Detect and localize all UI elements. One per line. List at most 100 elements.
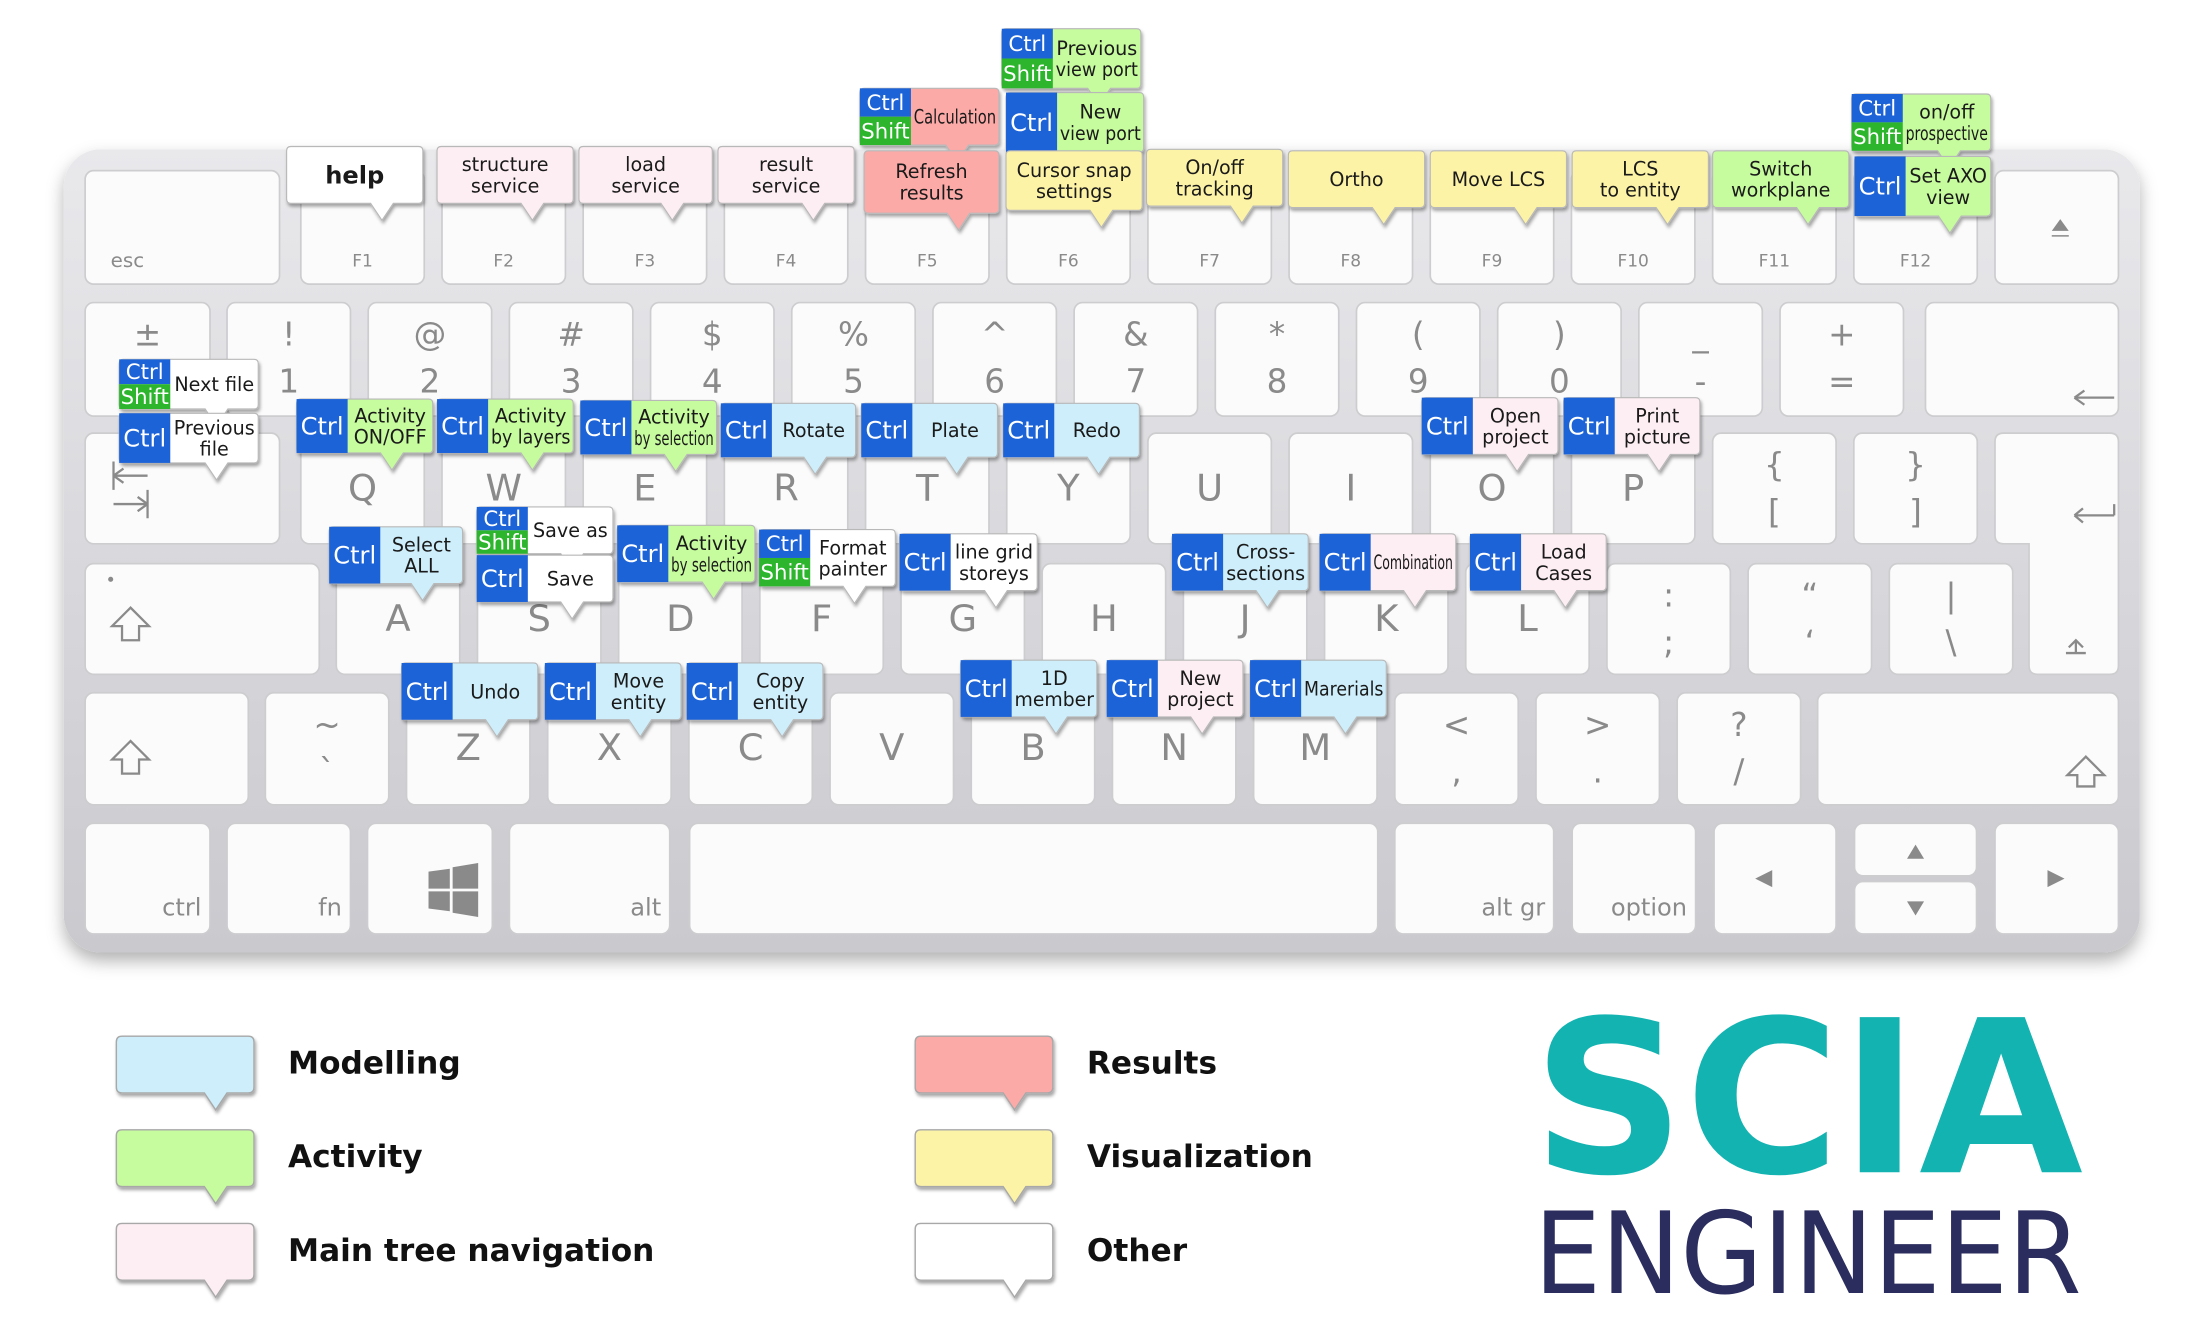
key-label: {	[1764, 446, 1785, 484]
modifier-key	[476, 530, 528, 554]
modifier-key	[1421, 397, 1473, 455]
callout-text: help	[325, 161, 384, 189]
key	[84, 169, 281, 285]
modifier-key	[617, 525, 669, 583]
callout-bubble	[863, 150, 1000, 232]
key	[508, 822, 671, 935]
key-label: “	[1801, 577, 1818, 615]
legend-label: Activity	[288, 1139, 423, 1175]
key-label: Z	[456, 726, 481, 769]
modifier-label: Ctrl	[584, 414, 627, 442]
callout-text: Activity	[354, 404, 426, 427]
key-label: W	[485, 466, 521, 509]
key-label: ^	[981, 316, 1008, 354]
key	[1496, 301, 1622, 417]
callout-text: load	[625, 153, 666, 176]
key-label: ?	[1730, 706, 1747, 744]
logo-brand: SCIA	[1532, 975, 2083, 1223]
key-label: F11	[1759, 251, 1790, 271]
modifier-label: Ctrl	[691, 678, 734, 706]
modifier-label: Ctrl	[481, 565, 524, 593]
key-label: ]	[1909, 493, 1922, 531]
modifier-key	[1106, 660, 1158, 717]
modifier-key	[296, 399, 348, 453]
key-label: K	[1374, 597, 1399, 640]
modifier-key	[1319, 533, 1371, 591]
modifier-label: Ctrl	[865, 417, 908, 445]
key-label: fn	[318, 893, 342, 921]
key-label: R	[773, 466, 799, 509]
key-label: |	[1946, 577, 1957, 615]
callout-text: on/off	[1919, 101, 1975, 124]
key-label: )	[1553, 316, 1566, 354]
callout-text: picture	[1624, 426, 1691, 449]
key-label: T	[915, 466, 939, 509]
legend-label: Results	[1087, 1046, 1217, 1082]
key	[84, 562, 321, 676]
modifier-label: Ctrl	[126, 360, 164, 385]
key	[1779, 301, 1905, 417]
modifier-key	[1854, 156, 1906, 217]
key	[1535, 691, 1661, 806]
modifier-label: Ctrl	[1859, 173, 1902, 201]
modifier-key	[1851, 122, 1903, 151]
callout-text: ALL	[404, 555, 439, 578]
modifier-key	[329, 526, 381, 584]
callout-text: by selection	[634, 427, 713, 450]
key	[1355, 301, 1481, 417]
key-label: F8	[1340, 251, 1361, 271]
callout-text: Undo	[470, 680, 520, 703]
key-icon	[428, 863, 479, 917]
legend-item: Activity	[115, 1129, 423, 1205]
modifier-label: Ctrl	[549, 678, 592, 706]
callout-bubble	[1712, 150, 1850, 226]
callout-text: Ortho	[1329, 168, 1383, 191]
callout-text: Set AXO	[1909, 165, 1987, 188]
callout: Ctrl Undo	[400, 662, 539, 738]
callout-text: Print	[1635, 404, 1680, 427]
callout-text: Cursor snap	[1017, 159, 1132, 182]
callout-text: Activity	[638, 406, 710, 429]
callout-bubble	[1571, 150, 1709, 226]
callout-bubble	[1287, 150, 1426, 226]
callout-text: Next file	[174, 373, 254, 396]
callout-text: view	[1926, 186, 1970, 209]
callout-text: structure	[462, 153, 549, 176]
key-label: ;	[1663, 624, 1674, 662]
callout-text: service	[752, 174, 821, 197]
callout-text: service	[611, 174, 680, 197]
callout-text: ON/OFF	[354, 426, 427, 449]
callout-text: Format	[819, 536, 887, 559]
key-icon	[108, 576, 114, 582]
callout-bubble	[578, 145, 713, 222]
callout: Ctrl Marerials	[1249, 659, 1387, 735]
callout-text: view port	[1056, 58, 1139, 81]
key	[84, 691, 250, 806]
key-label: 0	[1549, 362, 1570, 400]
key-label: B	[1020, 726, 1045, 769]
callout-text: Copy	[756, 670, 805, 693]
callout-text: Load	[1541, 541, 1587, 564]
legend-swatch	[115, 1129, 255, 1205]
legend-item: Results	[914, 1035, 1217, 1112]
modifier-label: Ctrl	[123, 425, 166, 453]
key-label: 5	[843, 362, 864, 400]
modifier-key	[720, 403, 772, 458]
legend-label: Visualization	[1087, 1139, 1313, 1175]
modifier-label: Ctrl	[1008, 32, 1046, 57]
key-label: 2	[420, 362, 441, 400]
callout-text: view port	[1060, 122, 1141, 145]
modifier-key	[437, 399, 489, 453]
key-label: F9	[1482, 251, 1503, 271]
key-icon	[2073, 389, 2115, 406]
callout-text: On/off	[1185, 156, 1244, 179]
